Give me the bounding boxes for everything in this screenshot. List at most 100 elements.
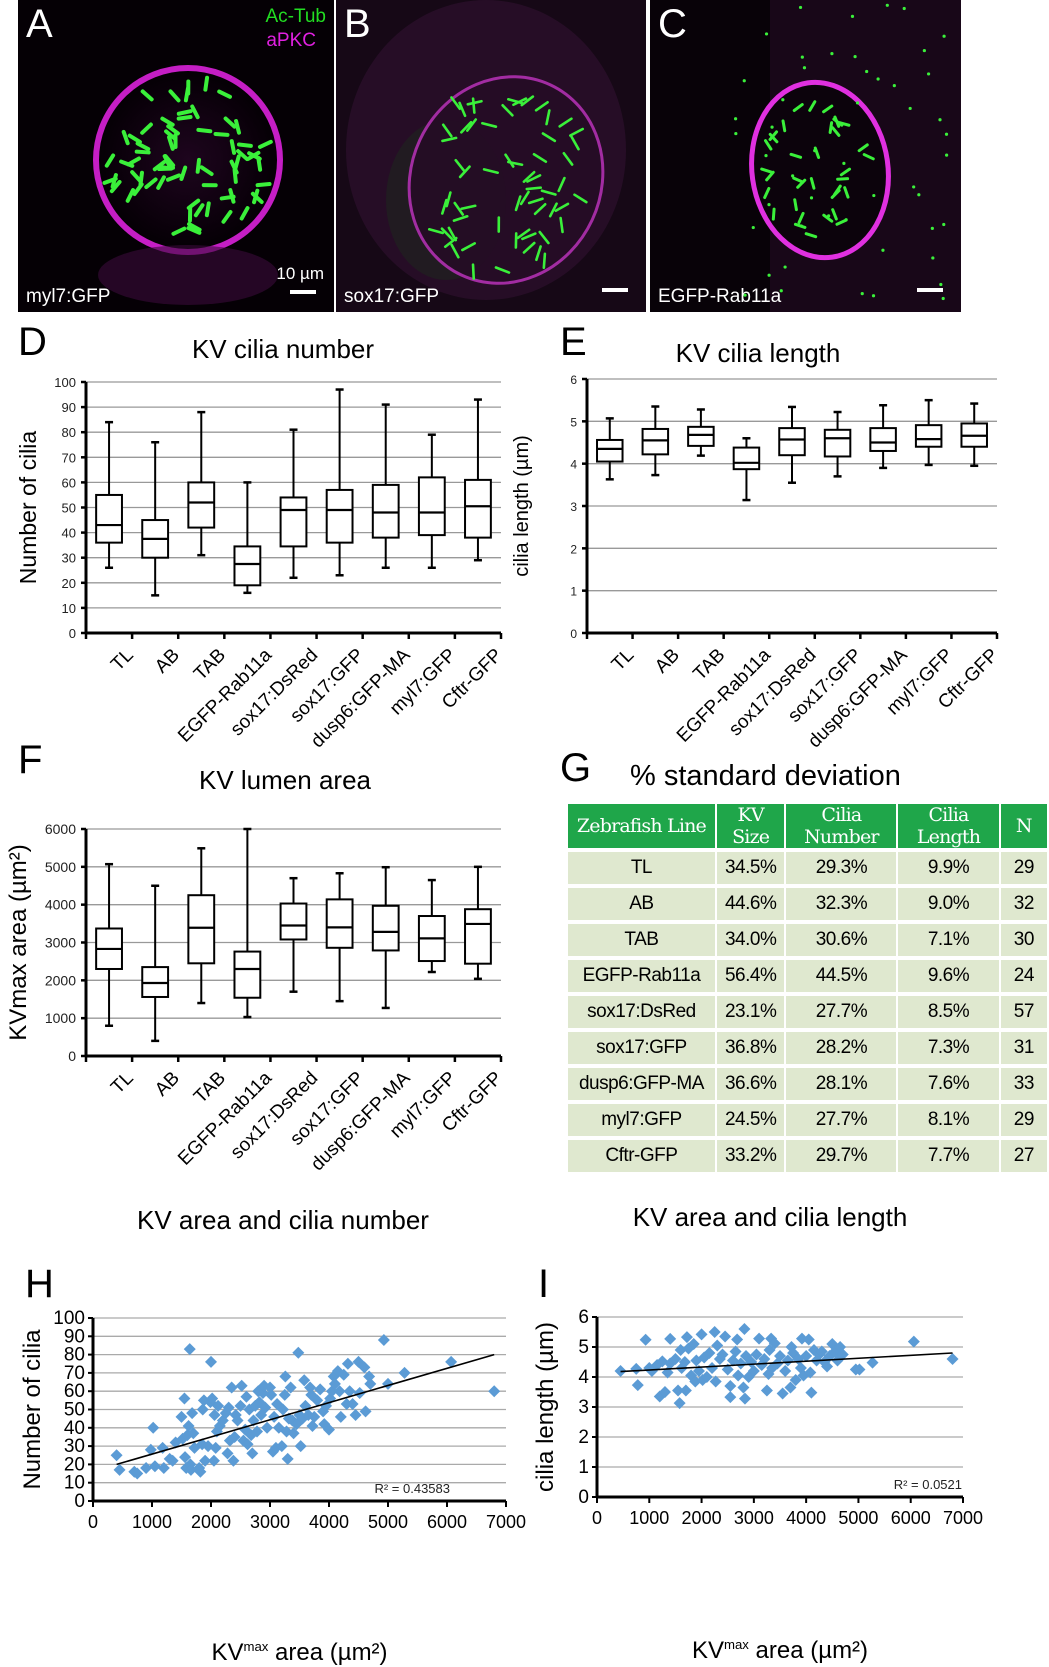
- dot: [779, 289, 783, 293]
- box-iqr: [687, 425, 715, 447]
- dot: [798, 5, 803, 10]
- cilium: [221, 210, 233, 224]
- table-cell: Cftr-GFP: [568, 1140, 715, 1172]
- data-point: [946, 1353, 959, 1365]
- data-point: [179, 1451, 192, 1464]
- data-point: [194, 1465, 207, 1478]
- chart-h-area-vs-number: KV area and cilia number 0102030405060708…: [19, 1205, 526, 1666]
- cilium: [257, 139, 273, 149]
- box-plot-TAB: [687, 408, 715, 457]
- data-point: [323, 1423, 335, 1436]
- data-point: [774, 1350, 786, 1362]
- cilium: [127, 133, 142, 144]
- data-point: [907, 1335, 920, 1348]
- data-point: [747, 1365, 760, 1377]
- dot: [892, 84, 896, 88]
- data-point: [261, 1421, 274, 1434]
- y-tick-label: 6000: [45, 821, 76, 837]
- dot: [939, 282, 943, 287]
- data-point: [284, 1381, 297, 1394]
- chart-e-cilia-length: KV cilia length 0 1 2 3 4 5 6 cilia length (µm) T…: [511, 338, 1003, 752]
- dot: [912, 185, 916, 189]
- y-tick-label: 6: [570, 373, 577, 387]
- cilium: [839, 167, 852, 177]
- cilium: [160, 116, 175, 127]
- y-axis-label: cilia length (µm): [532, 1322, 559, 1492]
- cilium: [519, 190, 530, 206]
- y-tick-label: 5000: [45, 859, 76, 875]
- x-tick-label: 7000: [486, 1512, 526, 1532]
- box-iqr: [641, 427, 670, 456]
- panel-c-image: C EGFP-Rab11a: [650, 0, 961, 312]
- cilium: [233, 154, 241, 170]
- data-point: [209, 1441, 222, 1454]
- data-point: [147, 1421, 160, 1434]
- cilium: [471, 97, 476, 114]
- cilium: [450, 243, 460, 259]
- cilium: [427, 227, 445, 235]
- y-tick-label: 4000: [45, 897, 76, 913]
- data-point: [183, 1343, 196, 1356]
- data-point: [724, 1391, 737, 1404]
- table-cell: 57: [1000, 996, 1047, 1028]
- y-tick-label: 100: [54, 375, 76, 390]
- chart-i-area-vs-length: KV area and cilia length 0 1 2 3 4 5 6 0 1000 2000…: [532, 1202, 983, 1664]
- cilium: [152, 159, 167, 172]
- data-point: [234, 1399, 247, 1412]
- y-tick-label: 3000: [45, 935, 76, 951]
- table-cell: 44.6%: [716, 888, 785, 920]
- cilium: [465, 118, 478, 132]
- data-point: [343, 1385, 356, 1398]
- cilium: [525, 186, 543, 191]
- cilium: [199, 165, 214, 176]
- dot: [791, 174, 795, 178]
- cilium: [532, 152, 548, 164]
- dot: [853, 54, 857, 59]
- cilium: [179, 165, 188, 181]
- dot: [941, 296, 945, 301]
- caption-c: EGFP-Rab11a: [658, 286, 782, 307]
- x-tick-label: 6000: [427, 1512, 467, 1532]
- data-point: [308, 1410, 321, 1423]
- dot: [931, 256, 935, 260]
- y-tick-label: 0: [68, 1048, 76, 1064]
- table-cell: 33.2%: [716, 1140, 785, 1172]
- dot: [764, 32, 769, 36]
- box-iqr: [464, 908, 492, 965]
- data-point: [240, 1390, 253, 1403]
- cilium: [533, 202, 547, 216]
- table-cell: 32.3%: [786, 888, 897, 920]
- data-point: [768, 1337, 781, 1350]
- cilium: [441, 136, 458, 143]
- y-tick-label: 5: [570, 415, 577, 429]
- kv-micrograph-a: [18, 0, 334, 312]
- cilium: [186, 226, 202, 235]
- trendline: [620, 1352, 953, 1373]
- cilium: [454, 158, 466, 173]
- table-cell: 9.6%: [898, 960, 999, 992]
- dot: [813, 149, 817, 153]
- y-tick-label: 20: [62, 576, 76, 591]
- data-point: [187, 1427, 200, 1440]
- y-tick-label: 10: [64, 1473, 85, 1494]
- data-point: [789, 1374, 802, 1386]
- cilium: [804, 232, 818, 239]
- cilium: [542, 252, 547, 270]
- cilium: [458, 101, 467, 118]
- table-cell: 7.7%: [898, 1140, 999, 1172]
- data-point: [866, 1356, 879, 1369]
- table-cell: 34.0%: [716, 924, 785, 956]
- cilium: [236, 142, 253, 148]
- cilium: [857, 143, 869, 153]
- data-point: [800, 1350, 813, 1362]
- category-label: TL: [107, 645, 138, 676]
- box-plot-TL: [95, 862, 123, 1027]
- data-point: [241, 1438, 254, 1451]
- data-point: [673, 1397, 686, 1410]
- data-point: [708, 1326, 721, 1338]
- data-point: [207, 1454, 220, 1467]
- data-point: [113, 1463, 126, 1476]
- data-point: [703, 1347, 716, 1359]
- data-point: [140, 1462, 153, 1475]
- data-point: [292, 1346, 305, 1359]
